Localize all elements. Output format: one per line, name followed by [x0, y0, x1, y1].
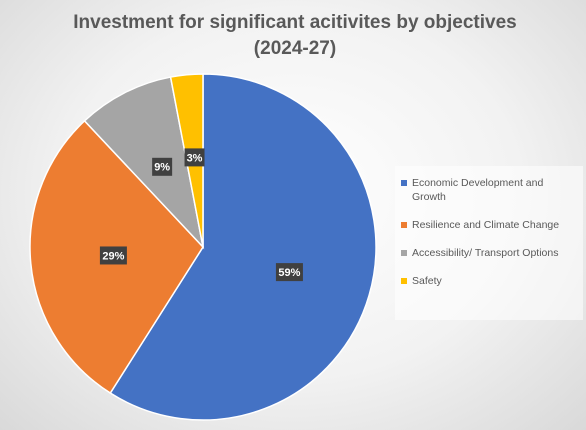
legend-label: Economic Development and Growth: [412, 177, 544, 203]
legend-label: Accessibility/ Transport Options: [412, 247, 559, 259]
legend-item: Resilience and Climate Change: [401, 218, 577, 232]
legend-swatch: [401, 250, 407, 256]
pie-slice: [83, 76, 205, 250]
data-label: 3%: [187, 152, 203, 164]
legend-item: Safety: [401, 274, 577, 288]
legend-swatch: [401, 278, 407, 284]
legend-swatch: [401, 180, 407, 186]
legend-item: Accessibility/ Transport Options: [401, 246, 577, 260]
legend-label: Safety: [412, 275, 442, 287]
data-label-box: [275, 263, 303, 282]
pie-slice: [109, 73, 377, 421]
data-label-box: [184, 148, 205, 167]
legend-item: Economic Development and Growth: [401, 176, 577, 204]
legend: Economic Development and Growth Resilienc…: [395, 166, 583, 320]
legend-swatch: [401, 222, 407, 228]
data-label: 29%: [102, 250, 124, 262]
data-label: 9%: [154, 162, 170, 174]
data-label: 59%: [278, 267, 300, 279]
chart-title: Investment for significant acitivites by…: [73, 12, 517, 59]
data-label-box: [152, 157, 173, 176]
legend-label: Resilience and Climate Change: [412, 219, 560, 231]
data-label-box: [99, 246, 127, 265]
